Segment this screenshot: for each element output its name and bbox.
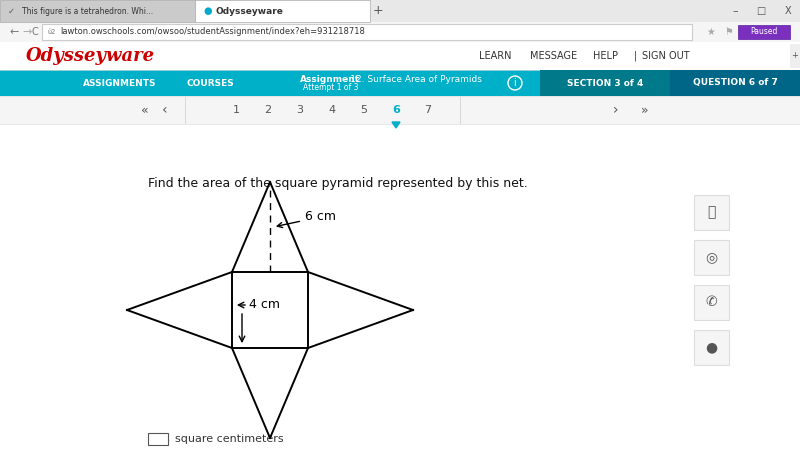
Bar — [694, 195, 729, 230]
Text: Attempt 1 of 3: Attempt 1 of 3 — [303, 82, 358, 91]
Bar — [790, 44, 800, 68]
Text: square centimeters: square centimeters — [175, 434, 284, 444]
Text: lawton.owschools.com/owsoo/studentAssignment/index?eh=931218718: lawton.owschools.com/owsoo/studentAssign… — [60, 27, 365, 36]
Text: LEARN: LEARN — [478, 51, 511, 61]
Bar — [694, 285, 729, 320]
Polygon shape — [392, 122, 400, 128]
Bar — [670, 70, 800, 96]
Text: 7: 7 — [425, 105, 431, 115]
Bar — [0, 42, 800, 70]
Text: ●: ● — [705, 340, 717, 354]
Text: »: » — [641, 104, 649, 117]
Text: Assignment: Assignment — [300, 75, 360, 84]
Text: +: + — [791, 51, 798, 60]
Text: MESSAGE: MESSAGE — [530, 51, 578, 61]
Text: X: X — [785, 6, 791, 16]
Text: ✆: ✆ — [705, 295, 717, 309]
Text: +: + — [373, 4, 383, 18]
Text: 6: 6 — [392, 105, 400, 115]
Text: Paused: Paused — [750, 27, 778, 36]
Bar — [0, 128, 800, 450]
Text: C: C — [32, 27, 38, 37]
Bar — [750, 2, 772, 20]
Text: COURSES: COURSES — [186, 78, 234, 87]
Text: «: « — [141, 104, 149, 117]
Bar — [0, 96, 800, 124]
Bar — [0, 22, 800, 42]
Text: Odysseyware: Odysseyware — [26, 47, 154, 65]
Text: ✓: ✓ — [8, 6, 15, 15]
Text: –: – — [732, 6, 738, 16]
Bar — [0, 0, 800, 22]
Text: 2: 2 — [265, 105, 271, 115]
Text: QUESTION 6 of 7: QUESTION 6 of 7 — [693, 78, 778, 87]
Text: SECTION 3 of 4: SECTION 3 of 4 — [567, 78, 643, 87]
Bar — [694, 330, 729, 365]
Text: ›: › — [612, 103, 618, 117]
Bar — [0, 70, 800, 96]
Text: 5: 5 — [361, 105, 367, 115]
Text: □: □ — [756, 6, 766, 16]
Bar — [738, 25, 790, 39]
Bar — [42, 24, 692, 40]
Text: i: i — [514, 78, 516, 88]
Text: 4: 4 — [329, 105, 335, 115]
Text: 4 cm: 4 cm — [249, 298, 280, 311]
Text: 6 cm: 6 cm — [278, 211, 336, 228]
Text: HELP: HELP — [593, 51, 618, 61]
Text: Odysseyware: Odysseyware — [215, 6, 283, 15]
Text: – 12. Surface Area of Pyramids: – 12. Surface Area of Pyramids — [340, 75, 482, 84]
Text: |: | — [634, 51, 637, 61]
Text: ⋮: ⋮ — [796, 27, 800, 37]
Text: This figure is a tetrahedron. Whi...: This figure is a tetrahedron. Whi... — [22, 6, 153, 15]
Text: ὑ2: ὑ2 — [48, 29, 56, 35]
Text: →: → — [22, 27, 31, 37]
Text: ←: ← — [10, 27, 19, 37]
Text: ⎙: ⎙ — [707, 205, 715, 219]
Text: 3: 3 — [297, 105, 303, 115]
Bar — [148, 433, 168, 445]
Text: ◎: ◎ — [705, 250, 717, 264]
Bar — [694, 240, 729, 275]
Text: ●: ● — [203, 6, 211, 16]
Text: ‹: ‹ — [162, 103, 168, 117]
Bar — [0, 0, 195, 22]
Bar — [540, 70, 670, 96]
Text: ⚑: ⚑ — [724, 27, 733, 37]
Text: 1: 1 — [233, 105, 239, 115]
Bar — [195, 0, 370, 22]
Text: ASSIGNMENTS: ASSIGNMENTS — [83, 78, 157, 87]
Text: Find the area of the square pyramid represented by this net.: Find the area of the square pyramid repr… — [148, 176, 528, 189]
Text: ★: ★ — [706, 27, 714, 37]
Bar — [778, 2, 798, 20]
Text: SIGN OUT: SIGN OUT — [642, 51, 690, 61]
